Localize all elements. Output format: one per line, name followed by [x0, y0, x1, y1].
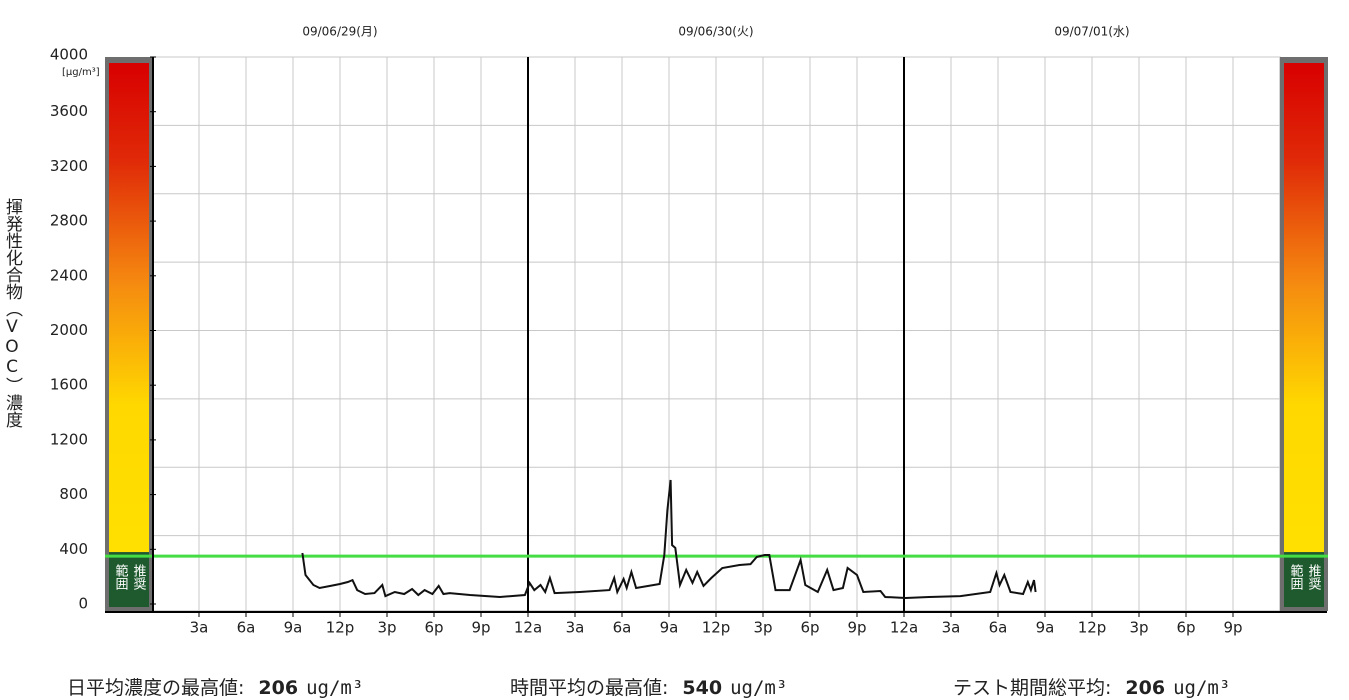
x-tick-label: 3p — [753, 619, 772, 637]
x-tick-label: 6a — [237, 619, 256, 637]
x-tick-label: 6a — [989, 619, 1008, 637]
y-tick-label: 2400 — [50, 266, 88, 284]
stat-unit: ug/m³ — [1173, 677, 1230, 699]
y-tick-label: 1200 — [50, 430, 88, 448]
y-tick-label: 1600 — [50, 376, 88, 394]
data-line — [301, 479, 1037, 600]
x-tick-label: 3a — [942, 619, 961, 637]
recommended-label: 推奨 — [1306, 564, 1322, 590]
stat-label: テスト期間総平均: — [953, 677, 1111, 699]
x-tick-label: 9p — [471, 619, 490, 637]
stat-label: 時間平均の最高値: — [510, 677, 668, 699]
y-tick-label: 4000 — [50, 46, 88, 64]
x-tick-label: 6a — [613, 619, 632, 637]
recommended-zone — [109, 552, 149, 607]
x-tick-label: 9a — [1036, 619, 1055, 637]
day-label: 09/06/29(月) — [302, 25, 377, 39]
x-tick-label: 9p — [1223, 619, 1242, 637]
y-tick-label: 2800 — [50, 212, 88, 230]
y-tick-label: 0 — [78, 595, 88, 613]
x-tick-label: 12p — [1078, 619, 1107, 637]
stat-label: 日平均濃度の最高値: — [67, 677, 244, 699]
x-tick-label: 3a — [566, 619, 585, 637]
y-tick-label: 2000 — [50, 321, 88, 339]
stat-unit: ug/m³ — [306, 677, 363, 699]
y-axis-label: 揮発性化合物（VOC）濃度 — [2, 198, 23, 428]
stat: 日平均濃度の最高値: 206 ug/m³ — [67, 677, 363, 699]
x-tick-label: 6p — [424, 619, 443, 637]
y-tick-label: 3200 — [50, 157, 88, 175]
x-tick-label: 6p — [800, 619, 819, 637]
x-tick-label: 12a — [890, 619, 918, 637]
recommended-label: 範囲 — [1288, 564, 1304, 590]
scale-bar — [1284, 63, 1324, 553]
unit-label: [μg/m³] — [62, 67, 100, 78]
stat: テスト期間総平均: 206 ug/m³ — [953, 677, 1230, 699]
y-tick-label: 3600 — [50, 102, 88, 120]
x-tick-label: 12p — [702, 619, 731, 637]
x-tick-label: 9p — [847, 619, 866, 637]
day-label: 09/06/30(火) — [678, 25, 753, 39]
y-tick-label: 400 — [59, 540, 88, 558]
y-tick-label: 800 — [59, 485, 88, 503]
scale-bar — [109, 63, 149, 553]
x-tick-label: 9a — [660, 619, 679, 637]
day-label: 09/07/01(水) — [1054, 25, 1129, 39]
recommended-label: 推奨 — [131, 564, 147, 590]
x-tick-label: 12p — [326, 619, 355, 637]
x-tick-label: 3p — [1129, 619, 1148, 637]
x-tick-label: 3a — [190, 619, 209, 637]
x-tick-label: 12a — [514, 619, 542, 637]
stat-value: 206 — [258, 677, 298, 699]
stat-value: 206 — [1125, 677, 1165, 699]
stat-value: 540 — [682, 677, 722, 699]
x-tick-label: 3p — [377, 619, 396, 637]
stat-unit: ug/m³ — [730, 677, 787, 699]
x-tick-label: 9a — [284, 619, 303, 637]
x-tick-label: 6p — [1176, 619, 1195, 637]
recommended-label: 範囲 — [113, 564, 129, 590]
stat: 時間平均の最高値: 540 ug/m³ — [510, 677, 787, 699]
recommended-zone — [1284, 552, 1324, 607]
